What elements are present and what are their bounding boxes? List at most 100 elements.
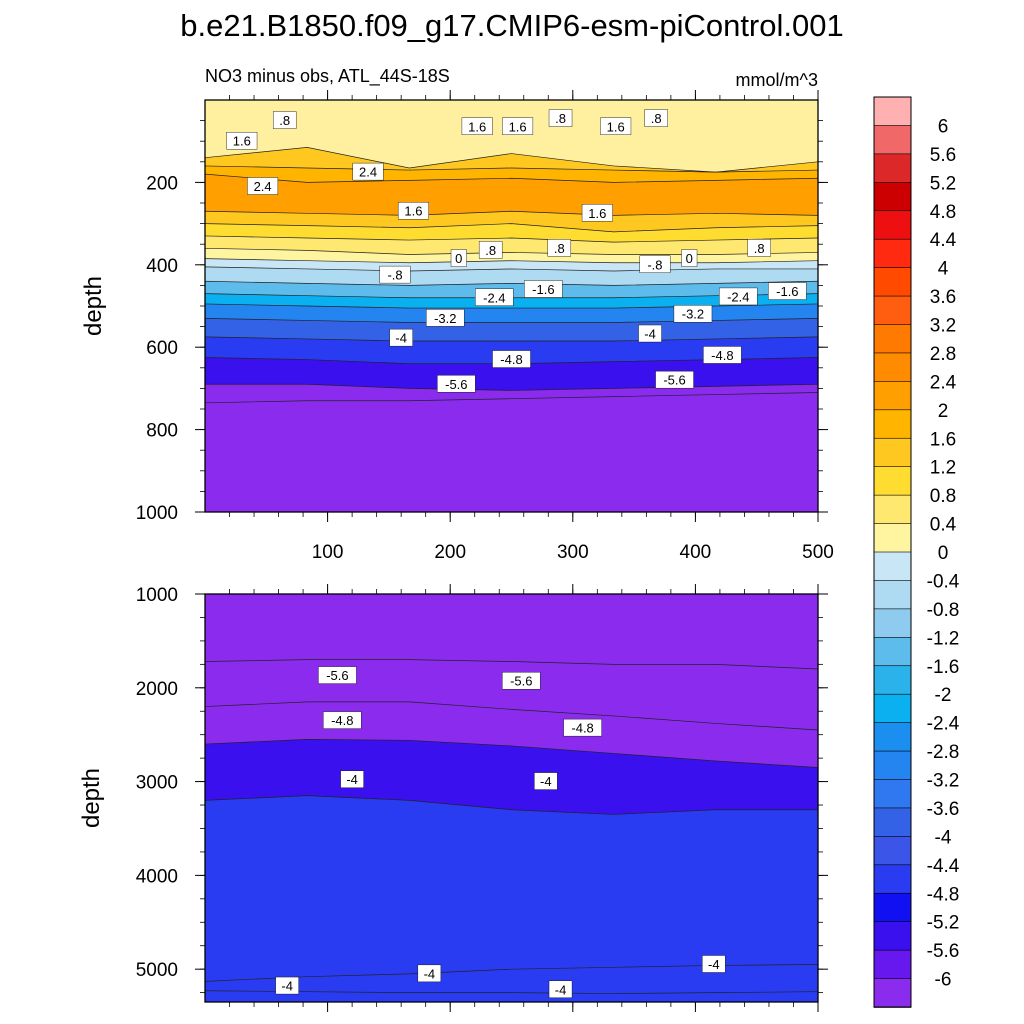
svg-text:2.4: 2.4 bbox=[254, 179, 272, 194]
svg-text:1.6: 1.6 bbox=[233, 134, 251, 149]
colorbar-label: -3.6 bbox=[927, 799, 960, 820]
colorbar-swatch bbox=[873, 779, 912, 809]
svg-text:-5.6: -5.6 bbox=[445, 377, 467, 392]
upper-units-label: mmol/m^3 bbox=[736, 70, 818, 90]
upper-contour-label: 2.4 bbox=[352, 162, 384, 181]
upper-contour-label: -4 bbox=[389, 328, 413, 347]
colorbar-swatch bbox=[873, 267, 912, 297]
colorbar-swatch bbox=[873, 949, 912, 980]
colorbar-label: -4.4 bbox=[927, 856, 960, 877]
lower-y-axis-label: depth bbox=[78, 768, 105, 828]
lower-contour-label: -5.6 bbox=[318, 666, 357, 684]
colorbar-swatch bbox=[873, 637, 912, 667]
upper-band-16 bbox=[205, 392, 818, 512]
svg-text:-2.4: -2.4 bbox=[483, 290, 505, 305]
lower-contour-line-1 bbox=[205, 701, 818, 731]
colorbar-label: 0.4 bbox=[930, 515, 957, 536]
colorbar-label: 2 bbox=[938, 401, 949, 422]
colorbar-swatch bbox=[873, 466, 912, 496]
colorbar-swatch bbox=[873, 238, 912, 269]
upper-x-tick-label: 200 bbox=[434, 542, 466, 563]
colorbar-frame bbox=[873, 96, 912, 1008]
svg-text:-4: -4 bbox=[281, 979, 293, 994]
lower-contour-label: -4.8 bbox=[323, 711, 362, 729]
upper-contour-line-3 bbox=[205, 210, 818, 216]
upper-contour-label: -2.4 bbox=[719, 287, 758, 306]
colorbar-label: 5.2 bbox=[930, 173, 956, 194]
svg-text:-4.8: -4.8 bbox=[500, 352, 522, 367]
upper-contour-label: 1.6 bbox=[581, 204, 613, 222]
lower-y-tick-label: 3000 bbox=[136, 773, 178, 794]
colorbar: 6 5.6 5.2 4.8 4.4 4 3.6 3.2 2.8 2.4 2 1.6 1.2 0.8 0.4 0… bbox=[873, 96, 960, 1008]
upper-contour-line-15 bbox=[205, 383, 818, 391]
colorbar-swatch bbox=[873, 125, 912, 155]
colorbar-swatch bbox=[873, 295, 912, 326]
upper-contour-label: .8 bbox=[548, 109, 573, 127]
upper-x-tick-label: 500 bbox=[802, 542, 834, 563]
colorbar-label: -0.4 bbox=[927, 571, 960, 592]
lower-contour-label: -4 bbox=[702, 955, 726, 973]
lower-contour-label: -5.6 bbox=[502, 672, 541, 690]
upper-contour-label: 1.6 bbox=[226, 131, 258, 150]
lower-plot-area bbox=[205, 594, 818, 1002]
colorbar-swatch bbox=[873, 494, 912, 525]
svg-text:0: 0 bbox=[686, 251, 693, 266]
upper-contour-label: -1.6 bbox=[524, 280, 563, 298]
colorbar-swatch bbox=[873, 153, 912, 184]
svg-text:1.6: 1.6 bbox=[588, 206, 606, 221]
colorbar-swatch bbox=[873, 750, 912, 781]
upper-contour-label: 0 bbox=[681, 249, 698, 267]
upper-contour-label: -2.4 bbox=[475, 288, 514, 306]
lower-contour-line-0 bbox=[205, 659, 818, 670]
colorbar-label: -3.2 bbox=[927, 771, 960, 792]
upper-x-tick-label: 400 bbox=[680, 542, 712, 563]
svg-text:-5.6: -5.6 bbox=[663, 373, 685, 388]
svg-text:.8: .8 bbox=[279, 113, 290, 128]
upper-contour-line-1 bbox=[205, 165, 818, 173]
upper-y-tick-label: 1000 bbox=[136, 503, 178, 524]
colorbar-swatch bbox=[873, 693, 912, 724]
colorbar-swatch bbox=[873, 409, 912, 440]
svg-text:-1.6: -1.6 bbox=[776, 284, 798, 299]
upper-contour-label: -.8 bbox=[379, 265, 411, 284]
colorbar-label: 6 bbox=[938, 116, 949, 137]
colorbar-swatch bbox=[873, 551, 912, 582]
upper-panel: 100 200 300 400 500 200 400 600 800 1000 1.6 .8 1.6 1… bbox=[136, 90, 834, 563]
lower-contour-label: -4 bbox=[534, 772, 558, 790]
lower-y-tick-label: 5000 bbox=[136, 960, 178, 981]
upper-x-tick-label: 100 bbox=[312, 542, 344, 563]
svg-text:-4.8: -4.8 bbox=[571, 721, 593, 736]
svg-text:.8: .8 bbox=[554, 241, 565, 256]
svg-text:-1.6: -1.6 bbox=[532, 282, 554, 297]
colorbar-label: -5.2 bbox=[927, 913, 960, 934]
lower-contour-line-3 bbox=[205, 795, 818, 815]
upper-contour-label: 1.6 bbox=[397, 202, 429, 220]
lower-frame bbox=[204, 593, 819, 1003]
lower-band-5 bbox=[205, 990, 818, 1002]
lower-contour-label: -4 bbox=[340, 770, 364, 788]
upper-contour-line-6 bbox=[205, 247, 818, 255]
upper-contour-line-8 bbox=[205, 266, 818, 272]
colorbar-swatch bbox=[873, 665, 912, 695]
colorbar-swatch bbox=[873, 210, 912, 240]
upper-y-tick-label: 800 bbox=[146, 421, 178, 442]
svg-text:-4.8: -4.8 bbox=[711, 348, 733, 363]
svg-text:.8: .8 bbox=[754, 241, 765, 256]
colorbar-swatch bbox=[873, 580, 912, 610]
svg-text:-3.2: -3.2 bbox=[682, 307, 704, 322]
colorbar-swatch bbox=[873, 324, 912, 354]
upper-contour-label: -5.6 bbox=[655, 370, 694, 389]
lower-contour-label: -4 bbox=[548, 980, 573, 999]
colorbar-swatch bbox=[873, 921, 912, 951]
svg-text:.8: .8 bbox=[555, 111, 566, 126]
upper-contour-label: .8 bbox=[644, 109, 668, 127]
colorbar-label: -2 bbox=[935, 685, 952, 706]
upper-title-left: NO3 minus obs, ATL_44S-18S bbox=[205, 66, 450, 87]
upper-contour-label: 1.6 bbox=[461, 117, 493, 135]
colorbar-swatch bbox=[873, 437, 912, 468]
lower-contour-label: -4.8 bbox=[563, 718, 602, 737]
svg-text:-2.4: -2.4 bbox=[727, 289, 749, 304]
upper-contour-line-7 bbox=[205, 258, 818, 264]
colorbar-swatch bbox=[873, 892, 912, 923]
